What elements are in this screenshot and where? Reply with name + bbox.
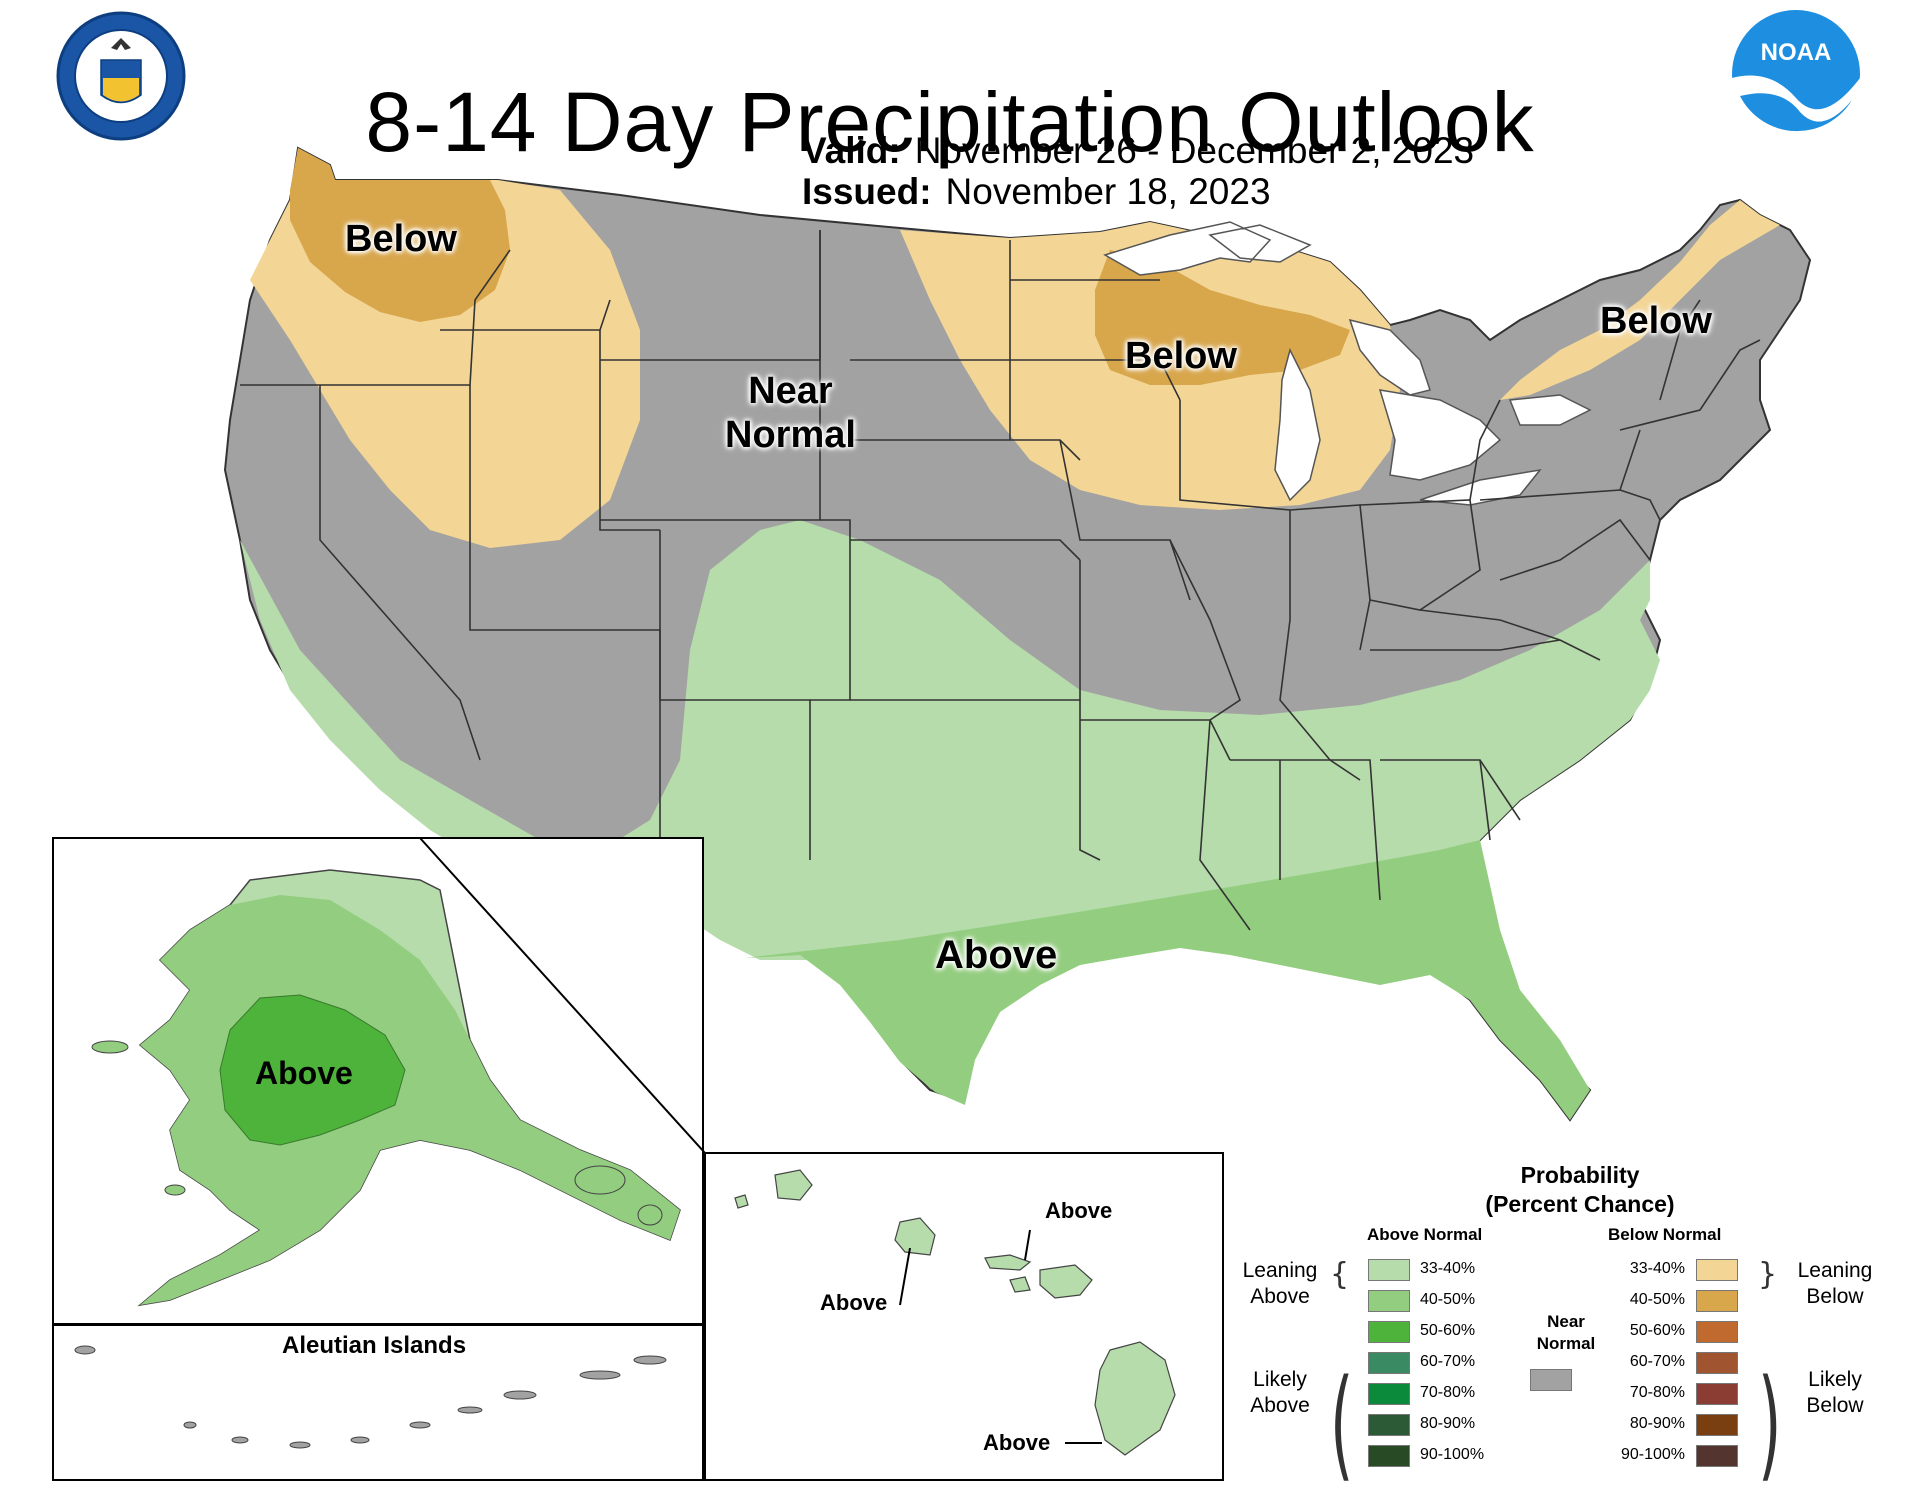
probability-legend: Probability (Percent Chance) Above Norma… xyxy=(1230,1155,1910,1495)
legend-below-swatch xyxy=(1696,1414,1738,1436)
legend-above-label: 70-80% xyxy=(1420,1384,1476,1401)
label-below-northeast: Below xyxy=(1600,300,1712,342)
brace-likely-above-icon: ( xyxy=(1330,1355,1354,1495)
legend-leaning-above: Leaning Above xyxy=(1230,1258,1330,1310)
legend-above-label: 40-50% xyxy=(1420,1291,1476,1308)
legend-near-normal-line2: Normal xyxy=(1536,1334,1596,1353)
legend-likely-above-line2: Above xyxy=(1250,1394,1310,1417)
legend-below-label: 50-60% xyxy=(1629,1322,1685,1339)
valid-label: Valid: xyxy=(802,130,901,171)
legend-likely-below-line1: Likely xyxy=(1808,1368,1862,1391)
legend-above-swatch xyxy=(1368,1259,1410,1281)
legend-above-label: 60-70% xyxy=(1420,1353,1476,1370)
legend-near-normal-swatch xyxy=(1530,1369,1572,1391)
label-hawaii-above-2: Above xyxy=(820,1290,888,1315)
legend-above-swatch xyxy=(1368,1383,1410,1405)
legend-above-swatch xyxy=(1368,1414,1410,1436)
legend-near-normal-line1: Near xyxy=(1547,1312,1585,1331)
hawaii-islands xyxy=(734,1169,1176,1456)
valid-value: November 26 - December 2, 2023 xyxy=(914,130,1475,171)
label-below-great-lakes: Below xyxy=(1125,335,1237,377)
legend-above-normal-heading: Above Normal xyxy=(1367,1225,1483,1244)
legend-below-label: 33-40% xyxy=(1629,1260,1685,1277)
alaska-above-likely-zone xyxy=(219,994,406,1146)
legend-title-line1: Probability xyxy=(1520,1162,1640,1188)
legend-above-swatch xyxy=(1368,1290,1410,1312)
legend-above-swatch xyxy=(1368,1352,1410,1374)
legend-below-swatch xyxy=(1696,1321,1738,1343)
alaska-islands xyxy=(91,1040,663,1226)
aleutian-islands-title: Aleutian Islands xyxy=(282,1332,467,1359)
page-title: 8-14 Day Precipitation Outlook xyxy=(365,75,1535,170)
brace-leaning-below-icon: } xyxy=(1758,1257,1778,1292)
legend-likely-above: Likely Above xyxy=(1230,1367,1330,1419)
legend-below-label: 40-50% xyxy=(1629,1291,1685,1308)
legend-title: Probability (Percent Chance) xyxy=(1430,1161,1730,1219)
legend-leaning-above-line1: Leaning xyxy=(1242,1259,1318,1282)
issued-date: Issued: November 18, 2023 xyxy=(802,171,1271,213)
legend-title-line2: (Percent Chance) xyxy=(1485,1191,1675,1217)
issued-value: November 18, 2023 xyxy=(945,171,1271,212)
legend-below-swatch xyxy=(1696,1259,1738,1281)
legend-near-normal-label: Near Normal xyxy=(1526,1311,1606,1355)
legend-above-label: 90-100% xyxy=(1420,1446,1485,1463)
legend-likely-below-line2: Below xyxy=(1806,1394,1864,1417)
legend-leaning-below: Leaning Below xyxy=(1785,1258,1885,1310)
legend-leaning-above-line2: Above xyxy=(1250,1285,1310,1308)
label-below-northwest: Below xyxy=(345,218,457,260)
label-near-normal: Near Normal xyxy=(725,370,856,456)
state-boundaries xyxy=(240,230,1761,931)
legend-below-swatch xyxy=(1696,1445,1738,1467)
below-moderate-northwest-zone xyxy=(290,148,510,322)
above-moderate-zone xyxy=(745,840,1590,1120)
legend-below-label: 60-70% xyxy=(1629,1353,1685,1370)
aleutian-inset-frame xyxy=(52,1324,704,1481)
brace-likely-below-icon: ) xyxy=(1758,1355,1782,1495)
great-lakes xyxy=(1103,221,1592,506)
issued-label: Issued: xyxy=(802,171,932,212)
legend-below-swatch xyxy=(1696,1383,1738,1405)
legend-above-label: 80-90% xyxy=(1420,1415,1476,1432)
legend-above-swatch xyxy=(1368,1445,1410,1467)
legend-above-swatch xyxy=(1368,1321,1410,1343)
legend-below-normal-heading: Below Normal xyxy=(1608,1225,1722,1244)
legend-below-swatch xyxy=(1696,1290,1738,1312)
legend-below-label: 90-100% xyxy=(1620,1446,1685,1463)
aleutian-islands-shapes xyxy=(74,1345,667,1449)
legend-above-label: 33-40% xyxy=(1420,1260,1476,1277)
brace-leaning-above-icon: { xyxy=(1330,1257,1350,1292)
legend-below-label: 70-80% xyxy=(1629,1384,1685,1401)
noaa-logo-text: NOAA xyxy=(1761,39,1832,66)
commerce-seal-icon xyxy=(55,10,188,143)
below-leaning-northeast-zone xyxy=(1500,200,1780,400)
label-hawaii-above-1: Above xyxy=(1045,1198,1113,1223)
below-moderate-upper-midwest-zone xyxy=(1095,250,1350,385)
label-above-south: Above xyxy=(935,933,1058,977)
legend-leaning-below-line2: Below xyxy=(1806,1285,1864,1308)
inset-diagonal-connector xyxy=(419,837,706,1154)
noaa-logo-icon: NOAA xyxy=(1730,8,1862,142)
legend-above-label: 50-60% xyxy=(1420,1322,1476,1339)
hawaii-label-pointers xyxy=(899,1229,1102,1444)
label-above-alaska: Above xyxy=(255,1055,353,1091)
valid-dates: Valid: November 26 - December 2, 2023 xyxy=(802,130,1474,172)
legend-below-label: 80-90% xyxy=(1629,1415,1685,1432)
legend-below-swatch xyxy=(1696,1352,1738,1374)
legend-likely-above-line1: Likely xyxy=(1253,1368,1307,1391)
label-hawaii-above-3: Above xyxy=(983,1430,1051,1455)
legend-leaning-below-line1: Leaning xyxy=(1797,1259,1873,1282)
legend-likely-below: Likely Below xyxy=(1785,1367,1885,1419)
